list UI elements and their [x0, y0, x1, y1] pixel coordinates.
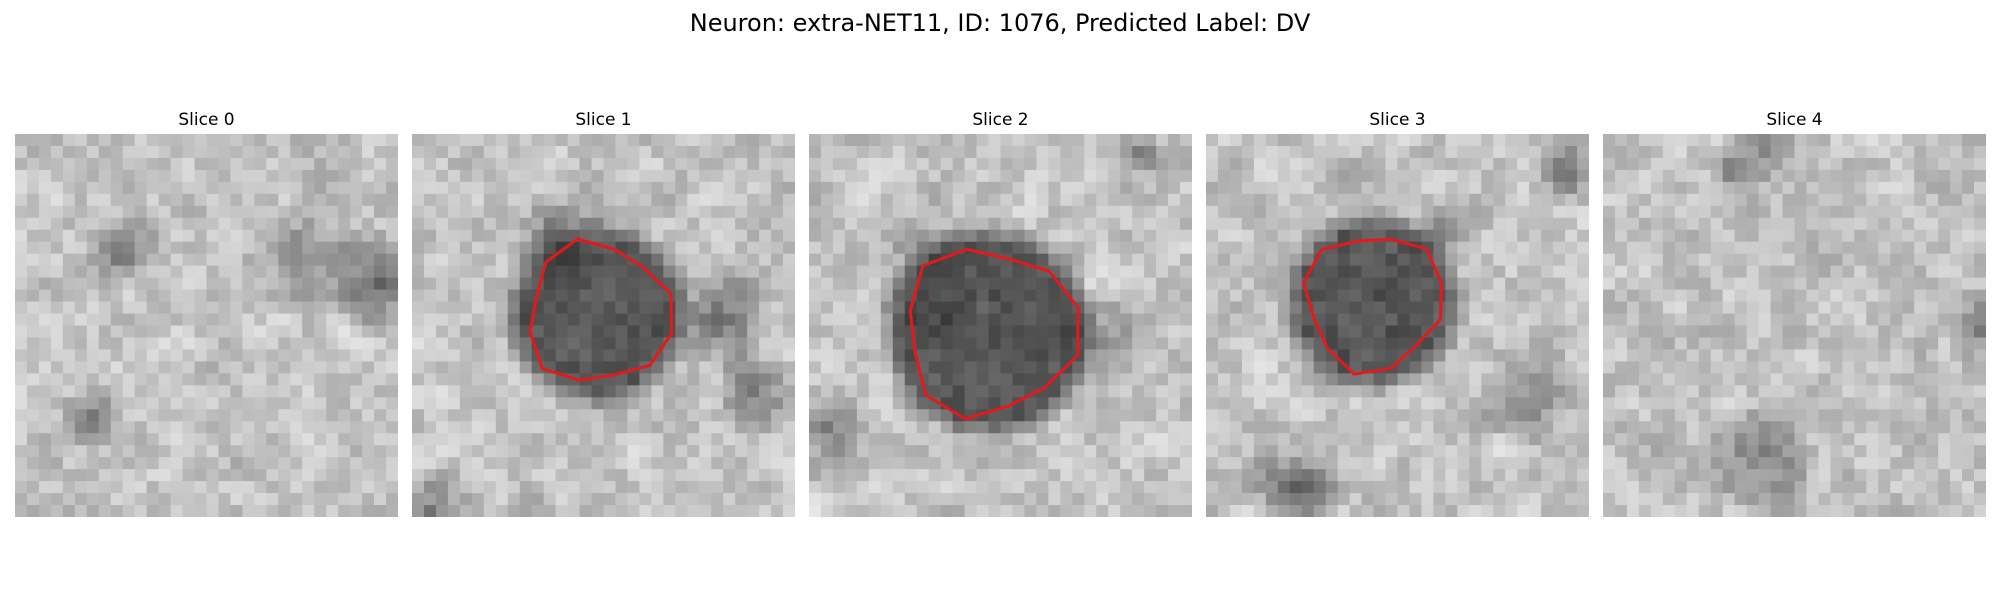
slice-title: Slice 1: [575, 110, 632, 130]
slice-image: [1206, 134, 1589, 517]
soma-outline: [908, 247, 1080, 421]
slice-image: [1603, 134, 1986, 517]
slice-panel-3: Slice 3: [1206, 108, 1589, 518]
soma-outline: [1302, 237, 1443, 376]
soma-outline: [528, 237, 674, 382]
slice-image: [15, 134, 398, 517]
slice-panel-2: Slice 2: [809, 108, 1192, 518]
slice-title: Slice 2: [972, 110, 1029, 130]
slice-panel-1: Slice 1: [412, 108, 795, 518]
slice-panel-0: Slice 0: [15, 108, 398, 518]
slice-title: Slice 3: [1369, 110, 1426, 130]
slice-panel-4: Slice 4: [1603, 108, 1986, 518]
slice-image: [412, 134, 795, 517]
slice-title: Slice 0: [178, 110, 235, 130]
slice-image: [809, 134, 1192, 517]
slice-title: Slice 4: [1766, 110, 1823, 130]
figure-title: Neuron: extra-NET11, ID: 1076, Predicted…: [689, 9, 1311, 37]
